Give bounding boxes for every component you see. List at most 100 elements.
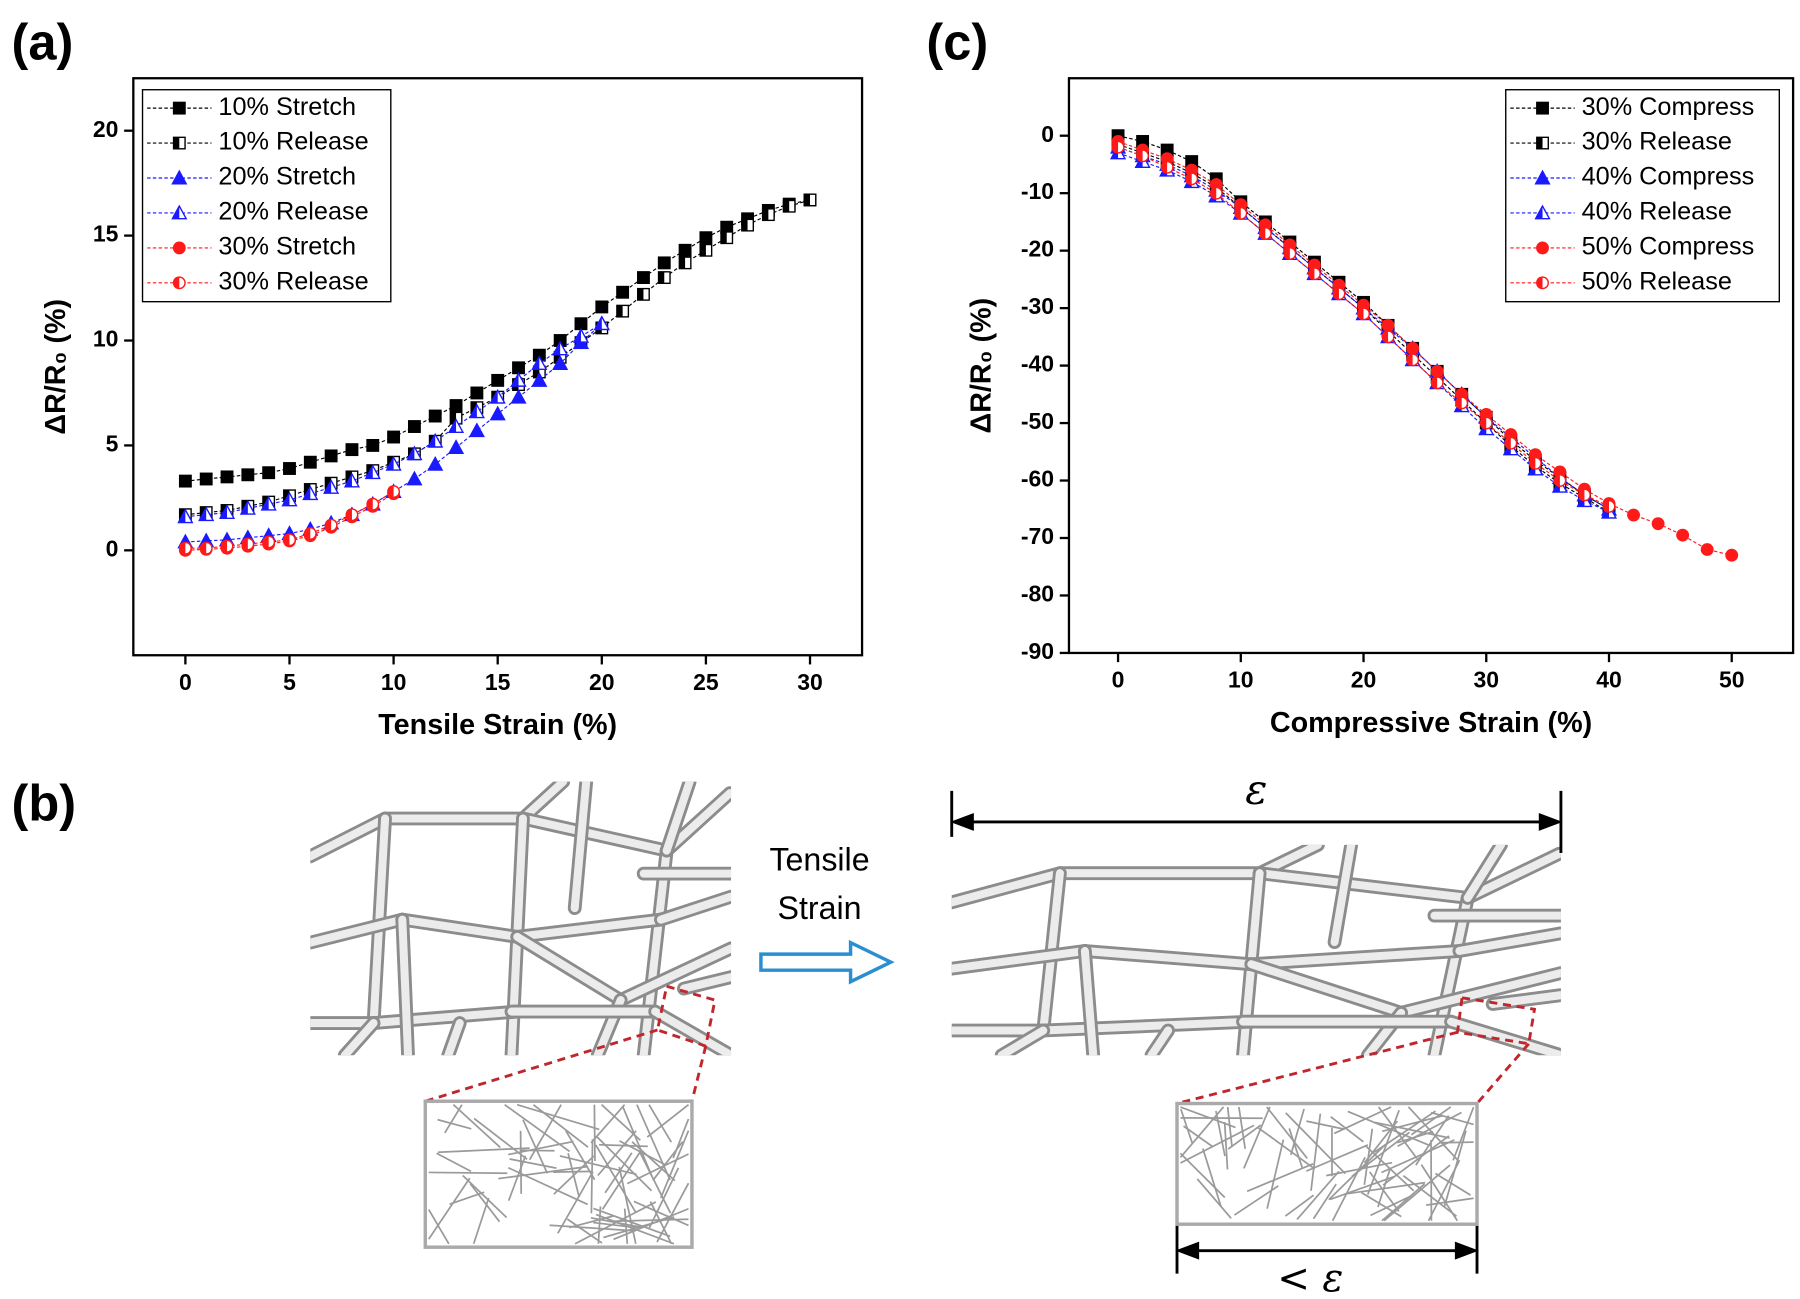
data-point <box>741 218 754 232</box>
data-point <box>1332 287 1346 301</box>
marker-shape <box>679 257 686 269</box>
data-point <box>345 443 359 457</box>
fiber <box>1312 1183 1337 1220</box>
legend-marker <box>1536 101 1549 115</box>
fiber <box>1180 1108 1194 1144</box>
data-point <box>699 243 713 257</box>
marker-shape <box>346 471 352 483</box>
marker-shape <box>783 200 790 212</box>
marker-shape <box>386 457 394 471</box>
marker-shape <box>1382 331 1389 343</box>
data-point <box>1627 508 1640 522</box>
y-axis-title: ΔR/R₀ (%) <box>40 299 72 435</box>
marker-shape <box>324 480 332 494</box>
fiber <box>469 1183 501 1223</box>
data-point <box>616 304 630 318</box>
data-point <box>595 300 609 314</box>
marker-shape <box>531 372 548 387</box>
fiber <box>646 1103 690 1138</box>
fiber <box>1266 1106 1308 1159</box>
marker-shape <box>449 399 463 412</box>
data-point <box>448 439 465 454</box>
data-point <box>428 409 442 423</box>
marker-shape <box>1480 417 1487 429</box>
marker-shape <box>552 355 569 371</box>
data-point <box>1283 247 1297 260</box>
x-tick-label: 0 <box>1112 667 1125 693</box>
legend-marker <box>171 204 188 220</box>
marker-shape <box>490 390 498 403</box>
strut <box>1080 946 1098 1056</box>
data-point <box>364 464 381 480</box>
y-tick-label: 15 <box>93 221 119 247</box>
fiber <box>1310 1113 1322 1191</box>
fiber <box>1377 1168 1391 1208</box>
data-point <box>407 420 421 433</box>
marker-shape <box>594 316 602 330</box>
strut <box>444 1019 464 1056</box>
data-point <box>678 256 692 270</box>
y-tick-label: 0 <box>1041 121 1054 147</box>
fiber <box>462 1174 508 1219</box>
marker-shape <box>303 486 311 500</box>
fiber <box>659 1130 690 1199</box>
marker-shape <box>1603 500 1610 513</box>
marker-shape <box>510 388 527 404</box>
data-point <box>803 193 817 207</box>
marker-shape <box>1308 267 1315 280</box>
marker-shape <box>345 443 359 457</box>
y-tick-label: -70 <box>1021 523 1054 549</box>
marker-shape <box>1333 288 1339 300</box>
legend-marker <box>1534 204 1551 220</box>
marker-shape <box>283 462 296 475</box>
marker-shape <box>199 507 207 521</box>
marker-shape <box>220 505 228 519</box>
x-tick-label: 5 <box>283 669 296 695</box>
strut <box>951 946 1089 973</box>
data-point <box>366 438 380 452</box>
strain-arrow: Tensile Strain <box>759 842 895 985</box>
data-point <box>366 497 380 511</box>
marker-shape <box>221 540 228 552</box>
fiber <box>1370 1195 1412 1217</box>
y-tick-label: -20 <box>1021 236 1054 262</box>
fiber <box>1382 1135 1450 1186</box>
marker-shape <box>658 271 665 284</box>
arrow-label: Strain <box>778 890 862 926</box>
marker-shape <box>241 468 255 482</box>
marker-shape <box>637 271 650 285</box>
marker-shape <box>1535 206 1543 219</box>
x-axis-title: Tensile Strain (%) <box>378 709 617 741</box>
legend-marker <box>172 241 186 255</box>
marker-shape <box>220 470 234 484</box>
fiber <box>436 1152 472 1173</box>
x-tick-label: 0 <box>179 669 192 695</box>
strut <box>1488 991 1561 1009</box>
fiber <box>600 1104 641 1141</box>
data-point <box>1406 353 1420 367</box>
data-point <box>1725 548 1739 562</box>
data-point <box>468 422 485 438</box>
fiber <box>1397 1111 1462 1148</box>
legend-marker <box>1534 169 1551 185</box>
marker-shape <box>304 527 311 540</box>
data-point <box>406 470 423 486</box>
fiber <box>631 1141 676 1182</box>
strut <box>518 781 568 823</box>
data-point <box>220 539 234 553</box>
marker-shape <box>428 409 442 423</box>
legend-marker <box>1536 136 1549 150</box>
marker-shape <box>178 509 186 523</box>
data-point <box>1111 140 1125 154</box>
fiber <box>1330 1115 1364 1143</box>
marker-shape <box>1431 377 1438 389</box>
strut <box>1247 960 1406 1017</box>
data-point <box>241 537 255 551</box>
marker-shape <box>468 422 485 438</box>
strut <box>616 944 732 1005</box>
fiber <box>1430 1111 1474 1126</box>
fiber <box>522 1119 549 1174</box>
marker-shape <box>1112 141 1119 153</box>
marker-shape <box>171 169 188 185</box>
data-point <box>283 462 296 475</box>
